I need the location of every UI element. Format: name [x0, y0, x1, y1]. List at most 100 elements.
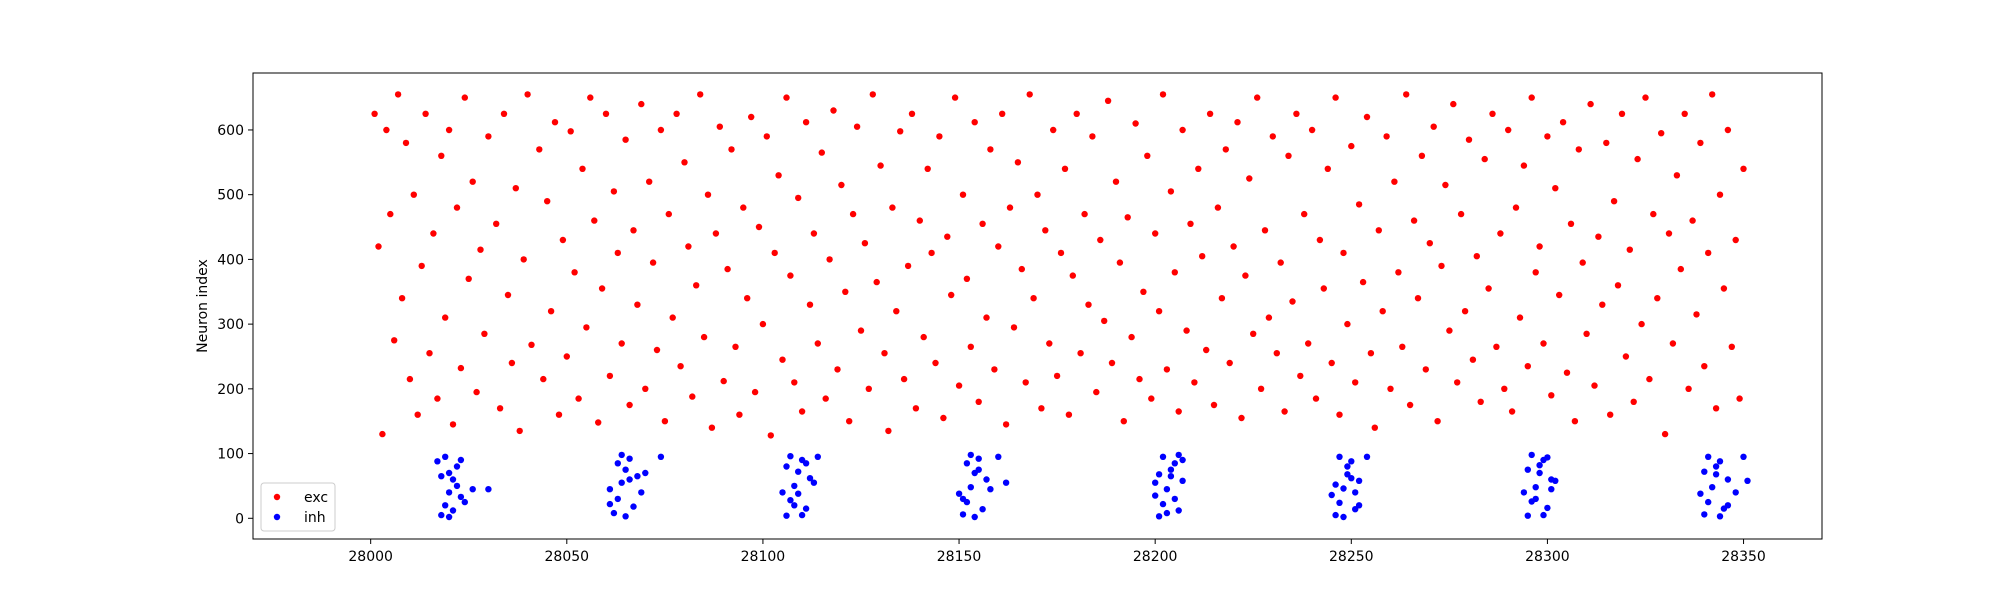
spike-inh [1332, 481, 1339, 488]
spike-inh [438, 511, 445, 519]
spike-inh [1152, 479, 1159, 486]
spike-exc [1622, 353, 1630, 360]
spike-inh [967, 451, 974, 459]
spike-inh [618, 479, 625, 486]
spike-exc [418, 262, 425, 270]
spike-inh [1167, 473, 1175, 480]
spike-exc [1069, 272, 1077, 279]
spike-exc [1344, 320, 1351, 328]
spike-exc [1497, 230, 1504, 237]
spike-exc [881, 350, 888, 357]
spike-exc [575, 395, 582, 402]
spike-exc [1355, 201, 1363, 208]
spike-exc [567, 128, 574, 135]
spike-exc [1689, 217, 1696, 224]
spike-inh [618, 451, 625, 459]
spike-inh [955, 490, 963, 497]
spike-exc [1414, 295, 1422, 302]
spike-exc [1430, 123, 1437, 130]
spike-exc [728, 146, 735, 153]
spike-inh [449, 507, 457, 514]
spike-inh [1548, 486, 1555, 493]
spike-exc [736, 411, 743, 418]
spike-exc [520, 256, 527, 263]
spike-exc [1446, 327, 1453, 334]
spike-exc [1371, 424, 1379, 431]
spike-exc [951, 94, 959, 101]
spike-exc [1136, 375, 1143, 383]
spike-exc [1191, 379, 1198, 386]
spike-inh [787, 453, 794, 460]
spike-exc [1030, 295, 1037, 302]
spike-exc [1571, 418, 1579, 425]
spike-exc [963, 275, 971, 282]
spike-exc [846, 418, 853, 425]
spike-inh [1352, 506, 1359, 513]
spike-exc [587, 94, 594, 101]
spike-exc [1140, 288, 1147, 295]
spike-exc [716, 123, 723, 130]
spike-exc [755, 223, 763, 231]
spike-exc [1081, 210, 1088, 218]
spike-exc [893, 308, 900, 315]
spike-inh [1179, 477, 1186, 484]
spike-exc [1559, 119, 1567, 126]
spike-exc [661, 418, 669, 425]
spike-exc [1489, 110, 1496, 118]
spike-exc [496, 405, 504, 412]
spike-exc [861, 240, 869, 247]
spike-exc [822, 395, 829, 402]
spike-exc [724, 265, 731, 273]
spike-exc [967, 343, 974, 350]
spike-exc [583, 324, 590, 331]
spike-exc [1104, 97, 1112, 105]
spike-exc [1457, 210, 1465, 218]
spike-exc [920, 333, 927, 341]
spike-exc [818, 149, 825, 156]
spike-exc [383, 126, 390, 134]
spike-exc [1093, 388, 1100, 396]
spike-exc [1618, 110, 1626, 118]
spike-inh [1171, 495, 1179, 503]
spike-exc [1410, 217, 1418, 224]
spike-exc [528, 341, 535, 348]
spike-exc [999, 110, 1006, 118]
spike-inh [1740, 453, 1747, 460]
spike-inh [1716, 458, 1724, 465]
spike-inh [1520, 489, 1528, 496]
spike-exc [1567, 220, 1575, 227]
spike-exc [626, 401, 633, 409]
spike-exc [1195, 165, 1202, 172]
spike-exc [1677, 265, 1685, 273]
spike-inh [1163, 486, 1171, 493]
spike-inh [810, 479, 818, 486]
spike-exc [798, 408, 806, 415]
spike-exc [1340, 249, 1347, 257]
spike-exc [1669, 340, 1677, 347]
spike-inh [630, 503, 637, 510]
spike-exc [1034, 191, 1041, 198]
spike-exc [685, 243, 692, 250]
spike-exc [434, 395, 441, 402]
spike-exc [638, 100, 645, 108]
spike-exc [485, 133, 492, 140]
spike-exc [524, 91, 531, 98]
spike-exc [1226, 359, 1233, 367]
spike-inh [1532, 495, 1539, 503]
spike-inh [795, 468, 802, 475]
spike-exc [591, 217, 598, 224]
spike-inh [434, 458, 441, 465]
spike-inh [626, 455, 633, 462]
spike-exc [402, 139, 410, 147]
spike-exc [1073, 110, 1080, 118]
spike-exc [1167, 188, 1175, 195]
spike-exc [775, 172, 782, 179]
spike-inh [1540, 511, 1547, 519]
spike-exc [1324, 165, 1332, 172]
spike-exc [481, 330, 488, 337]
spike-exc [1383, 133, 1390, 140]
spike-inh [802, 460, 810, 467]
spike-exc [669, 314, 676, 321]
spike-exc [900, 375, 908, 383]
spike-exc [1426, 240, 1434, 247]
